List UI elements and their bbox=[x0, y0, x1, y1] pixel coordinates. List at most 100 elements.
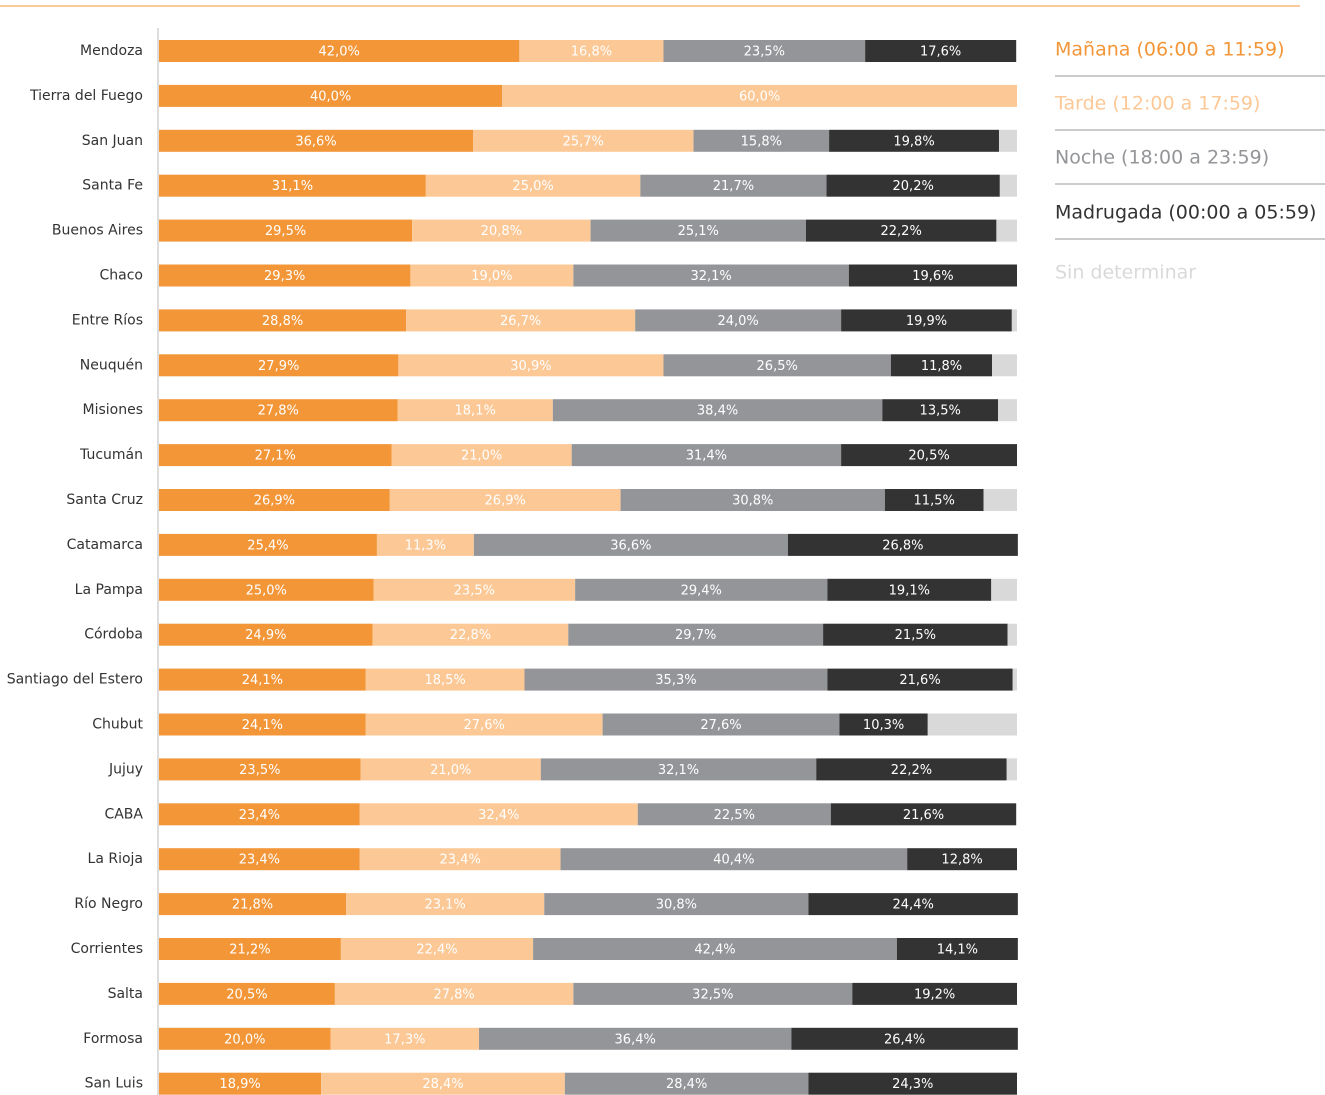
value-label: 30,8% bbox=[732, 494, 773, 509]
bar-segment bbox=[663, 354, 891, 377]
value-label: 19,6% bbox=[912, 269, 953, 284]
bar-segment bbox=[992, 354, 1017, 377]
value-label: 12,8% bbox=[941, 853, 982, 868]
value-label: 29,7% bbox=[675, 628, 716, 643]
bar-segment bbox=[983, 489, 1017, 511]
value-label: 17,6% bbox=[920, 45, 961, 60]
bar-segment bbox=[1016, 40, 1017, 62]
value-label: 18,9% bbox=[219, 1077, 260, 1092]
bar-segment bbox=[159, 129, 474, 152]
bar-segment bbox=[340, 938, 534, 960]
legend-item: Madrugada (00:00 a 05:59) bbox=[1055, 202, 1316, 224]
bar-segment bbox=[808, 1072, 1017, 1095]
bar-segment bbox=[829, 129, 999, 152]
bar-segment bbox=[159, 174, 426, 197]
value-label: 22,8% bbox=[450, 628, 491, 643]
bar-segment bbox=[590, 219, 806, 242]
bar-segment bbox=[159, 309, 407, 332]
value-label: 23,5% bbox=[454, 583, 495, 598]
bar-segment bbox=[330, 1027, 480, 1050]
value-label: 27,6% bbox=[464, 718, 505, 733]
bar-segment bbox=[391, 444, 572, 467]
value-label: 32,1% bbox=[658, 763, 699, 778]
bar-segment bbox=[896, 938, 1018, 960]
value-label: 23,5% bbox=[744, 45, 785, 60]
bar-segment bbox=[410, 264, 574, 287]
value-label: 25,4% bbox=[247, 538, 288, 553]
value-label: 22,2% bbox=[891, 763, 932, 778]
value-label: 27,8% bbox=[258, 404, 299, 419]
bar-segment bbox=[359, 848, 561, 871]
value-label: 21,6% bbox=[899, 673, 940, 688]
bar-segment bbox=[159, 1027, 331, 1050]
bar-segment bbox=[882, 399, 999, 422]
bar-segment bbox=[159, 623, 373, 646]
category-label: Tucumán bbox=[79, 447, 143, 463]
value-label: 24,0% bbox=[717, 314, 758, 329]
bar-segment bbox=[159, 803, 360, 826]
bar-segment bbox=[841, 309, 1012, 332]
legend-item: Tarde (12:00 a 17:59) bbox=[1054, 93, 1260, 115]
bar-segment bbox=[830, 803, 1017, 826]
bar-segment bbox=[693, 129, 830, 152]
bar-segment bbox=[573, 982, 853, 1005]
value-label: 25,1% bbox=[678, 224, 719, 239]
value-label: 26,7% bbox=[500, 314, 541, 329]
value-label: 23,1% bbox=[424, 898, 465, 913]
value-label: 21,5% bbox=[895, 628, 936, 643]
value-label: 17,3% bbox=[384, 1032, 425, 1047]
value-label: 30,9% bbox=[510, 359, 551, 374]
bar-segment bbox=[998, 399, 1017, 422]
value-label: 23,4% bbox=[239, 853, 280, 868]
bar-segment bbox=[602, 713, 840, 736]
bar-segment bbox=[412, 219, 591, 242]
bar-segment bbox=[1012, 668, 1017, 691]
category-label: Chaco bbox=[100, 268, 144, 284]
category-label: La Pampa bbox=[75, 582, 143, 598]
bar-segment bbox=[575, 578, 828, 601]
bar-segment bbox=[791, 1027, 1018, 1050]
category-label: Entre Ríos bbox=[72, 312, 143, 328]
bar-segment bbox=[827, 668, 1013, 691]
bar-segment bbox=[564, 1072, 809, 1095]
category-label: Buenos Aires bbox=[52, 223, 143, 239]
bar-segment bbox=[852, 982, 1017, 1005]
value-label: 19,2% bbox=[914, 987, 955, 1002]
value-label: 38,4% bbox=[697, 404, 738, 419]
bar-segment bbox=[502, 84, 1017, 107]
value-label: 22,5% bbox=[714, 808, 755, 823]
value-label: 20,2% bbox=[893, 179, 934, 194]
value-label: 19,8% bbox=[893, 134, 934, 149]
value-label: 32,1% bbox=[690, 269, 731, 284]
bar-segment bbox=[1016, 803, 1017, 826]
category-label: Santiago del Estero bbox=[7, 672, 143, 688]
bar-segment bbox=[635, 309, 842, 332]
bar-segment bbox=[839, 713, 928, 736]
value-label: 13,5% bbox=[920, 404, 961, 419]
value-label: 20,5% bbox=[908, 449, 949, 464]
bar-segment bbox=[159, 84, 503, 107]
category-label: Mendoza bbox=[80, 43, 143, 59]
bar-segment bbox=[159, 668, 366, 691]
category-label: Catamarca bbox=[67, 537, 143, 553]
bar-segment bbox=[865, 40, 1017, 62]
value-label: 42,4% bbox=[694, 943, 735, 958]
bar-segment bbox=[376, 533, 474, 556]
value-label: 24,4% bbox=[893, 898, 934, 913]
value-label: 40,0% bbox=[310, 89, 351, 104]
value-label: 36,6% bbox=[295, 134, 336, 149]
bar-segment bbox=[826, 174, 1000, 197]
bar-segment bbox=[346, 893, 545, 916]
bar-segment bbox=[159, 354, 399, 377]
category-label: Misiones bbox=[83, 402, 144, 418]
bar-segment bbox=[544, 893, 809, 916]
legend-item: Noche (18:00 a 23:59) bbox=[1055, 147, 1269, 169]
bar-segment bbox=[473, 533, 788, 556]
value-label: 25,0% bbox=[246, 583, 287, 598]
category-label: La Rioja bbox=[88, 851, 143, 867]
bar-segment bbox=[573, 264, 849, 287]
value-label: 30,8% bbox=[656, 898, 697, 913]
value-label: 19,0% bbox=[471, 269, 512, 284]
value-label: 23,5% bbox=[239, 763, 280, 778]
